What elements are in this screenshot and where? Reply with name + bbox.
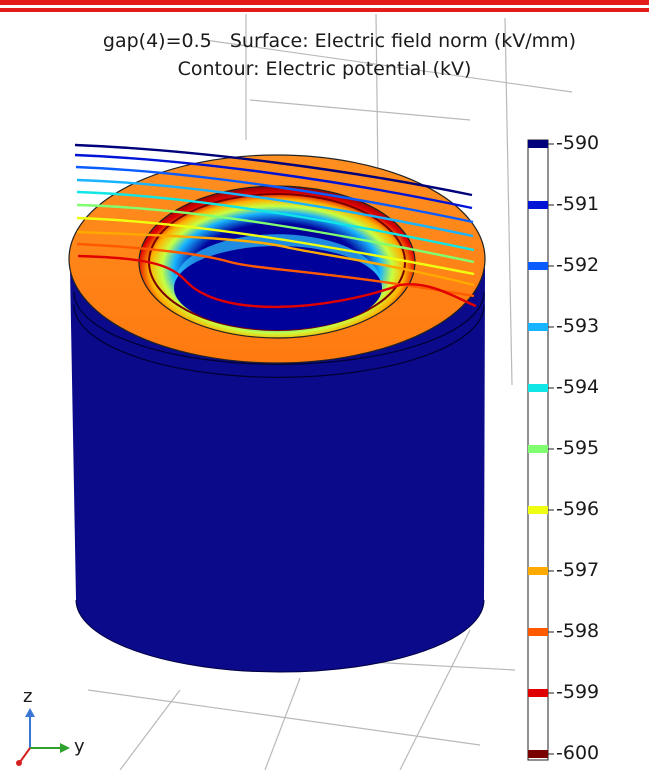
legend-label: -595: [556, 437, 600, 459]
legend-label: -597: [556, 559, 600, 581]
legend-swatch: [528, 140, 548, 148]
contour-lines: [74, 143, 477, 309]
legend-ticks: [528, 140, 554, 758]
legend-swatch: [528, 689, 548, 697]
plot-subtitle: Contour: Electric potential (kV): [177, 58, 472, 80]
legend-swatch: [528, 750, 548, 758]
plot-title: gap(4)=0.5 Surface: Electric field norm …: [102, 30, 577, 52]
legend-label: -593: [556, 315, 600, 337]
legend-label: -599: [556, 681, 600, 703]
legend-swatch: [528, 323, 548, 331]
z-axis-label: z: [23, 686, 33, 707]
legend-swatch: [528, 628, 548, 636]
legend-swatch: [528, 384, 548, 392]
legend-label: -591: [556, 193, 600, 215]
legend-label: -594: [556, 376, 600, 398]
legend-label: -600: [556, 742, 600, 764]
legend-swatch: [528, 567, 548, 575]
legend-label: -596: [556, 498, 600, 520]
legend-swatch: [528, 506, 548, 514]
cylinder-body: [70, 268, 485, 673]
legend-label: -590: [556, 132, 600, 154]
y-axis-label: y: [74, 736, 85, 757]
legend-swatch: [528, 201, 548, 209]
legend-swatch: [528, 445, 548, 453]
legend-label: -598: [556, 620, 600, 642]
top-bar: [0, 0, 649, 12]
legend-label: -592: [556, 254, 600, 276]
axis-triad: [16, 708, 70, 766]
legend-swatch: [528, 262, 548, 270]
